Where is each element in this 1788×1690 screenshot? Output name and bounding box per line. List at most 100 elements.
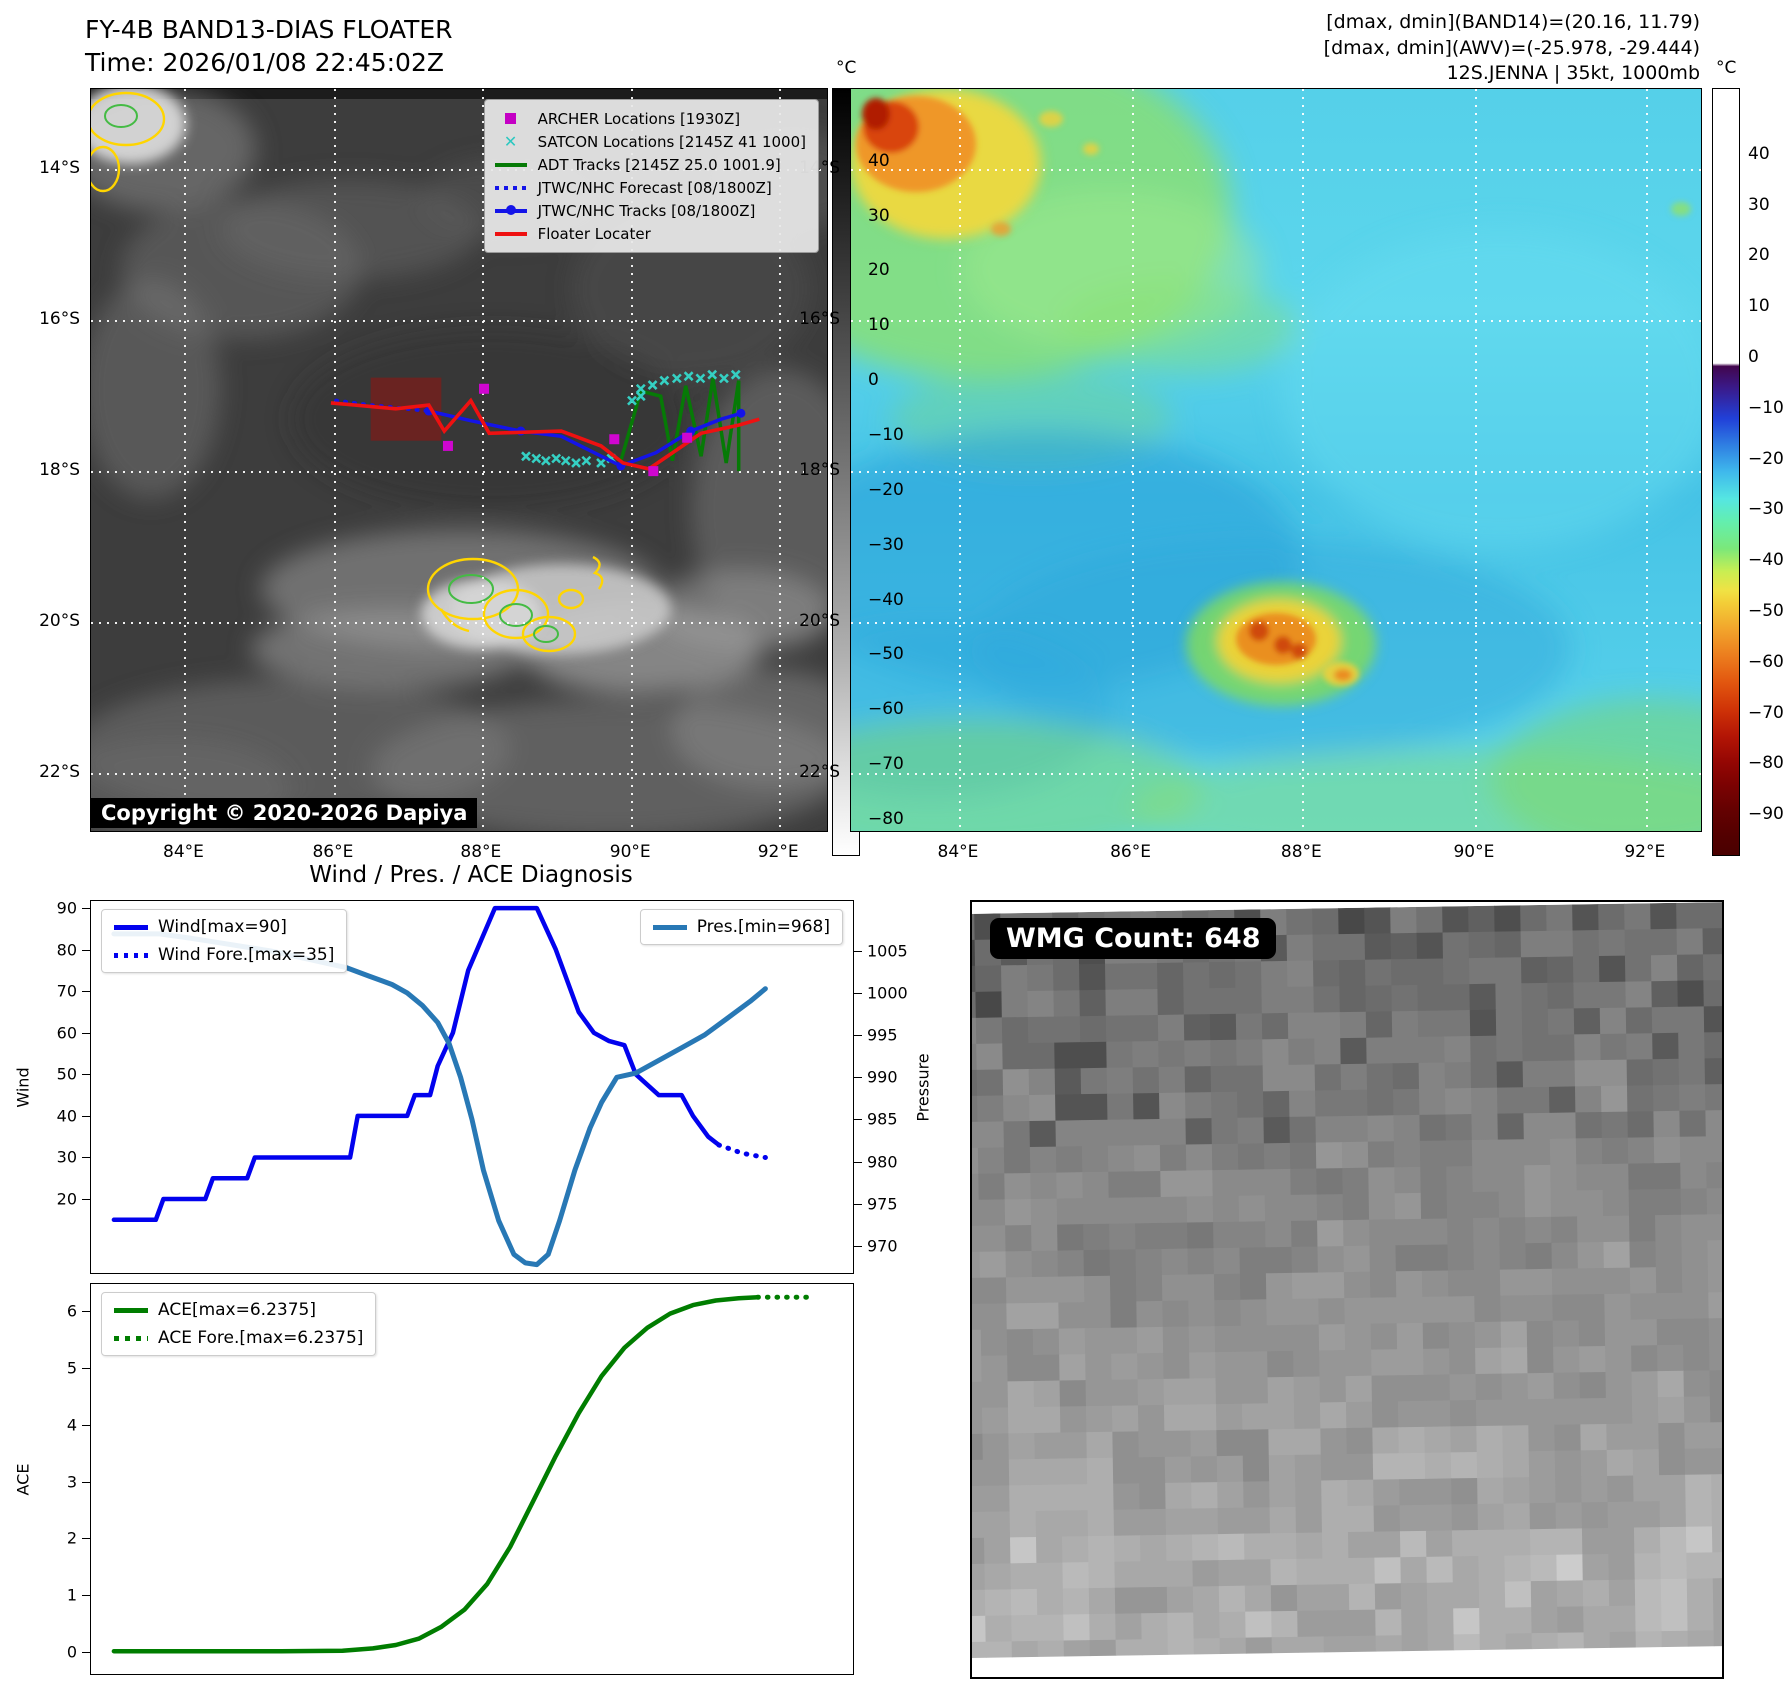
- colorbar-tick-label: −80: [1748, 753, 1784, 774]
- ir-time-line: Time: 2026/01/08 22:45:02Z: [85, 47, 444, 77]
- legend-item-jtwc-forecast: JTWC/NHC Forecast [08/1800Z]: [493, 176, 806, 199]
- colorbar-tick-label: −30: [868, 534, 904, 555]
- colorbar-tick-label: 0: [868, 370, 879, 391]
- left-axis-tick-label: 50: [56, 1064, 77, 1084]
- map-legend: ARCHER Locations [1930Z] ✕ SATCON Locati…: [483, 99, 819, 253]
- ir-title-line: FY-4B BAND13-DIAS FLOATER: [85, 15, 453, 44]
- colorbar-tick-label: −70: [1748, 702, 1784, 723]
- axis-tick-mark: [853, 992, 862, 994]
- colorbar-tick-label: 40: [868, 150, 890, 171]
- pressure-line-icon: [652, 924, 687, 930]
- axis-tick-mark: [82, 1115, 91, 1117]
- right-axis-tick-label: 975: [867, 1194, 898, 1214]
- colorbar-tick-label: −90: [1748, 804, 1784, 825]
- awv-satellite-map: [850, 88, 1702, 832]
- colorbar-tick-label: 0: [1748, 347, 1759, 368]
- lon-tick-label: 90°E: [1453, 842, 1495, 862]
- axis-tick-mark: [853, 1161, 862, 1163]
- map-gridline-lat: [91, 471, 827, 474]
- left-axis-tick-label: 1: [66, 1585, 77, 1605]
- map-gridline-lon: [1302, 89, 1305, 831]
- pressure-legend: Pres.[min=968]: [639, 909, 843, 945]
- legend-item-jtwc-track: JTWC/NHC Tracks [08/1800Z]: [493, 199, 806, 222]
- colorbar-tick-label: 10: [1748, 296, 1770, 317]
- wind-legend-item: Wind[max=90]: [114, 917, 334, 937]
- wmg-microwave-panel: WMG Count: 648: [970, 900, 1724, 1679]
- axis-tick-mark: [82, 1310, 91, 1312]
- axis-tick-mark: [82, 1199, 91, 1201]
- wmg-count-badge: WMG Count: 648: [990, 918, 1277, 959]
- ace-legend: ACE[max=6.2375] ACE Fore.[max=6.2375]: [101, 1292, 377, 1356]
- axis-tick-mark: [82, 1157, 91, 1159]
- lat-tick-label: 16°S: [799, 308, 840, 329]
- pressure-axis-label: Pressure: [913, 1052, 933, 1122]
- colorbar-tick-label: −40: [868, 589, 904, 610]
- ace-line-icon: [114, 1307, 148, 1313]
- colorbar-tick-label: −50: [868, 644, 904, 665]
- axis-tick-mark: [82, 949, 91, 951]
- colorbar-tick-label: 20: [868, 260, 890, 281]
- floater-line-icon: [493, 231, 529, 236]
- axis-tick-mark: [853, 950, 862, 952]
- lat-tick-label: 18°S: [39, 460, 80, 481]
- lon-tick-label: 86°E: [1110, 842, 1151, 862]
- awv-header-awv: [dmax, dmin](AWV)=(-25.978, -29.444): [1323, 36, 1700, 59]
- axis-tick-mark: [82, 1652, 91, 1654]
- wind-axis-label: Wind: [13, 1066, 33, 1108]
- lat-tick-label: 20°S: [39, 610, 80, 631]
- lon-tick-label: 84°E: [163, 842, 204, 862]
- lon-tick-label: 90°E: [609, 842, 651, 862]
- right-axis-tick-label: 970: [867, 1236, 898, 1256]
- adt-line-icon: [493, 162, 529, 167]
- map-gridline-lon: [779, 89, 782, 831]
- lon-tick-label: 92°E: [1624, 842, 1666, 862]
- left-axis-tick-label: 3: [66, 1472, 77, 1492]
- colorbar-tick-label: −10: [868, 424, 904, 445]
- map-gridline-lat: [91, 621, 827, 624]
- ace-axis-label: ACE: [13, 1463, 33, 1495]
- axis-tick-mark: [853, 1203, 862, 1205]
- legend-item-floater: Floater Locater: [493, 222, 806, 245]
- axis-tick-mark: [82, 1424, 91, 1426]
- wind-legend: Wind[max=90] Wind Fore.[max=35]: [101, 909, 348, 973]
- left-axis-tick-label: 80: [56, 940, 77, 960]
- map-gridline-lon: [184, 89, 187, 831]
- colorbar-tick-label: −60: [868, 699, 904, 720]
- colorbar-tick-label: −80: [868, 808, 904, 829]
- left-axis-tick-label: 20: [56, 1189, 77, 1209]
- map-gridline-lat: [91, 319, 827, 322]
- left-axis-tick-label: 30: [56, 1147, 77, 1167]
- lon-tick-label: 86°E: [312, 842, 354, 862]
- awv-header: [dmax, dmin](BAND14)=(20.16, 11.79) [dma…: [1324, 10, 1700, 87]
- lon-tick-label: 88°E: [1280, 842, 1322, 862]
- awv-colorbar: [1712, 88, 1740, 856]
- colorbar-tick-label: −70: [868, 754, 904, 775]
- forecast-dotted-icon: [493, 185, 529, 190]
- axis-tick-mark: [853, 1119, 862, 1121]
- axis-tick-mark: [82, 1481, 91, 1483]
- colorbar-tick-label: 10: [868, 315, 890, 336]
- ir-satellite-map: ARCHER Locations [1930Z] ✕ SATCON Locati…: [90, 88, 828, 832]
- colorbar-tick-label: −10: [1748, 397, 1784, 418]
- track-line-dot-icon: [493, 205, 529, 215]
- ir-temperature-contours: [91, 91, 604, 653]
- awv-header-band14: [dmax, dmin](BAND14)=(20.16, 11.79): [1326, 11, 1700, 33]
- microwave-swath-image: [972, 902, 1722, 1659]
- colorbar-tick-label: 20: [1748, 245, 1770, 266]
- axis-tick-mark: [853, 1246, 862, 1247]
- ir-panel-title: FY-4B BAND13-DIAS FLOATER Time: 2026/01/…: [85, 14, 453, 79]
- axis-tick-mark: [853, 1035, 862, 1037]
- colorbar-tick-label: −30: [1748, 499, 1784, 520]
- left-axis-tick-label: 60: [56, 1023, 77, 1043]
- colorbar-tick-label: −20: [868, 479, 904, 500]
- storm-track-overlay: [330, 369, 760, 477]
- left-axis-tick-label: 90: [56, 898, 77, 918]
- axis-tick-mark: [82, 1074, 91, 1076]
- ace-forecast-dotted-icon: [114, 1335, 148, 1341]
- map-gridline-lon: [958, 89, 961, 831]
- colorbar-tick-label: −20: [1748, 448, 1784, 469]
- legend-item-adt: ADT Tracks [2145Z 25.0 1001.9]: [493, 153, 806, 176]
- colorbar-tick-label: −60: [1748, 651, 1784, 672]
- copyright-badge: Copyright © 2020-2026 Dapiya: [91, 798, 478, 828]
